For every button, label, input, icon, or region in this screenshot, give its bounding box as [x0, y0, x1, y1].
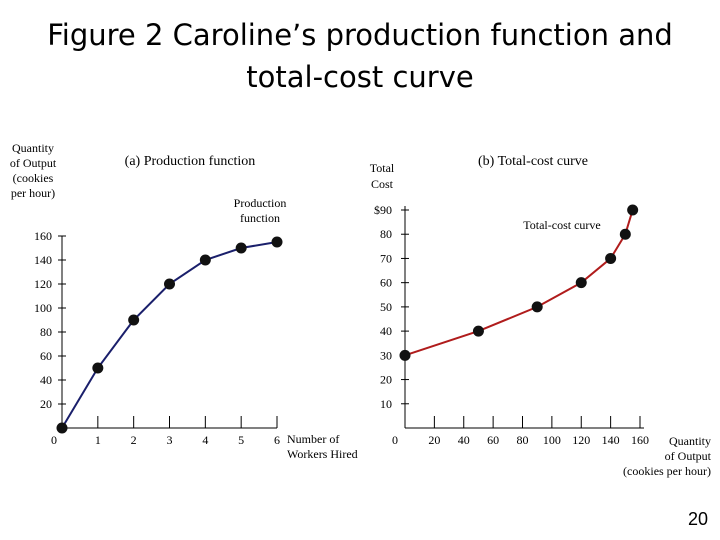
panel-b-y-tick-label: $90 [374, 203, 392, 217]
panel-b-series-label: Total-cost curve [523, 218, 600, 232]
panel-a-x-label-line-1: Number of [287, 432, 339, 446]
panel-a-data-point [128, 314, 140, 326]
panel-b-x-label-line-2: of Output [665, 449, 712, 463]
panel-b-data-point [531, 301, 543, 313]
panel-a-y-tick-label: 160 [34, 229, 52, 243]
panel-a-x-tick-label: 3 [167, 433, 173, 447]
panel-b-data-point [472, 325, 484, 337]
panel-a-y-tick-label: 40 [40, 373, 52, 387]
panel-a-y-label-line-3: (cookies [13, 171, 54, 185]
panel-a-x-tick-label: 1 [95, 433, 101, 447]
panel-b-x-tick-label: 20 [428, 433, 440, 447]
panel-b-x-tick-label: 40 [458, 433, 470, 447]
panel-a-data-point [271, 236, 283, 248]
panel-b-y-tick-label: 60 [380, 276, 392, 290]
panel-a-y-label-line-1: Quantity [12, 141, 54, 155]
panel-b-data-point [627, 204, 639, 216]
panel-b-y-tick-label: 80 [380, 227, 392, 241]
panel-a-x-tick-label: 0 [51, 433, 57, 447]
panel-b-x-tick-label: 60 [487, 433, 499, 447]
panel-b-y-tick-label: 20 [380, 373, 392, 387]
panel-b-y-label-line-1: Total [370, 161, 395, 175]
panel-b-data-point [399, 349, 411, 361]
panel-a-y-tick-label: 80 [40, 325, 52, 339]
slide-title-line-1: Figure 2 Caroline’s production function … [47, 18, 673, 52]
panel-a-x-tick-label: 6 [274, 433, 280, 447]
page-number: 20 [687, 509, 708, 529]
panel-b-x-tick-label: 0 [392, 433, 398, 447]
panel-b-y-tick-label: 10 [380, 397, 392, 411]
panel-b-data-point [605, 252, 617, 264]
panel-b-y-tick-label: 30 [380, 348, 392, 362]
panel-a-series-line [61, 241, 278, 429]
panel-a-x-tick-label: 4 [202, 433, 208, 447]
panel-a-y-tick-label: 100 [34, 301, 52, 315]
panel-a-data-point [92, 362, 104, 374]
panel-a-data-point [56, 422, 68, 434]
panel-b-x-tick-label: 140 [602, 433, 620, 447]
panel-a-x-tick-label: 2 [131, 433, 137, 447]
panel-a-x-label-line-2: Workers Hired [287, 447, 358, 461]
panel-b-data-point [575, 277, 587, 289]
panel-a-data-point [235, 242, 247, 254]
panel-b-x-label-line-3: (cookies per hour) [623, 464, 711, 478]
panel-a-y-label-line-2: of Output [10, 156, 57, 170]
panel-a-data-point [164, 278, 175, 290]
slide-title-line-2: total-cost curve [246, 60, 474, 94]
panel-b-y-label-line-2: Cost [371, 177, 394, 191]
panel-b-x-tick-label: 120 [572, 433, 590, 447]
panel-a-x-tick-label: 5 [238, 433, 244, 447]
panel-a-series-label-line-2: function [240, 211, 280, 225]
panel-b-x-tick-label: 100 [543, 433, 561, 447]
panel-a-y-tick-label: 140 [34, 253, 52, 267]
panel-b-y-tick-label: 70 [380, 251, 392, 265]
panel-a-y-tick-label: 120 [34, 277, 52, 291]
panel-a-y-tick-label: 20 [40, 397, 52, 411]
panel-a-series-label-line-1: Production [234, 196, 287, 210]
panel-b-y-tick-label: 40 [380, 324, 392, 338]
panel-b-x-tick-label: 160 [631, 433, 649, 447]
panel-b-title: (b) Total-cost curve [478, 154, 588, 169]
panel-a-y-tick-label: 60 [40, 349, 52, 363]
panel-b-x-tick-label: 80 [517, 433, 529, 447]
panel-b-x-label-line-1: Quantity [669, 434, 711, 448]
panel-a-title: (a) Production function [125, 154, 256, 169]
panel-b-data-point [619, 228, 631, 240]
panel-a-data-point [199, 254, 211, 266]
slide-title: Figure 2 Caroline’s production function … [0, 14, 720, 98]
panel-b-y-tick-label: 50 [380, 300, 392, 314]
panel-a-y-label-line-4: per hour) [11, 186, 55, 200]
